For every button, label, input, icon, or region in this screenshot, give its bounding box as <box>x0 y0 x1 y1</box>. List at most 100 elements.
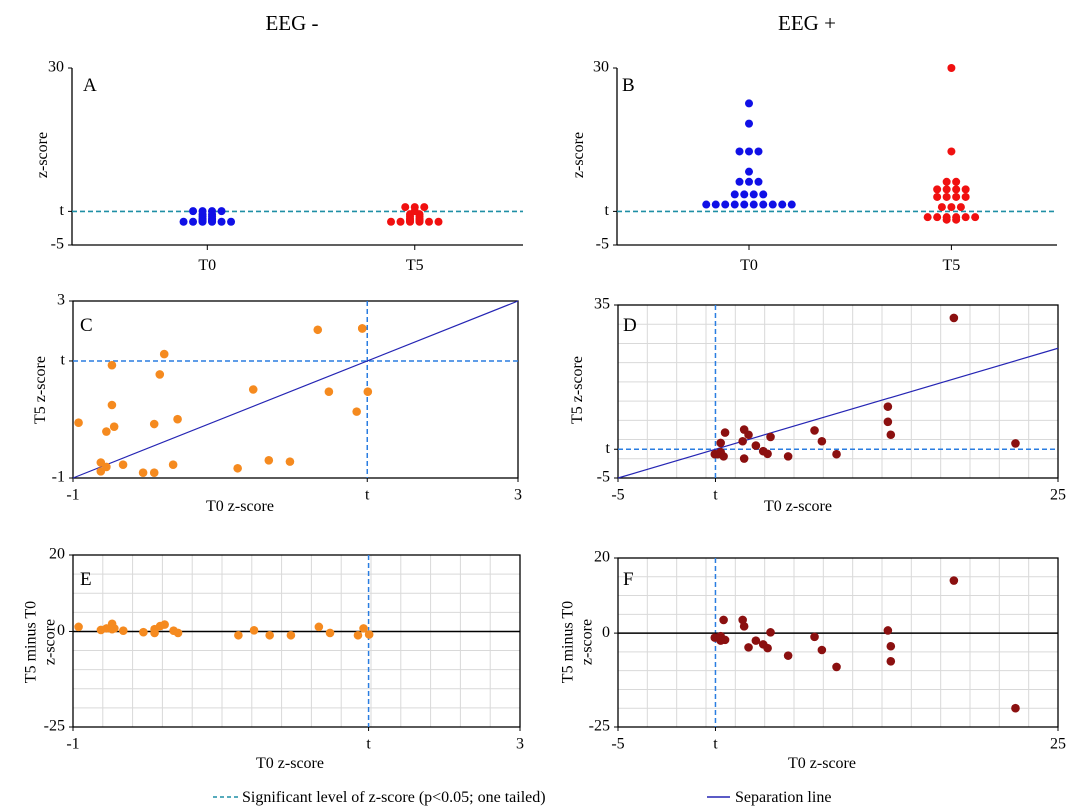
x-tick-label: -5 <box>611 487 624 504</box>
data-point <box>264 456 274 465</box>
data-point <box>817 436 827 446</box>
data-point-t0 <box>189 217 198 226</box>
data-point <box>716 438 725 448</box>
data-point-t0 <box>730 190 739 199</box>
data-point <box>149 468 159 477</box>
data-point <box>325 628 335 638</box>
data-point <box>886 641 896 651</box>
data-point-t5 <box>415 217 424 226</box>
data-point <box>810 632 819 642</box>
data-point <box>159 349 169 359</box>
panel-f: F 20 0 -25 T5 minus T0 z-score -5 t 25 T0 z-score <box>559 549 1066 772</box>
data-point <box>149 419 159 429</box>
data-point <box>883 402 893 411</box>
y-tick-label: -5 <box>596 236 609 253</box>
plot-frame <box>617 557 1059 728</box>
data-point-t5 <box>952 192 961 201</box>
data-point-t5 <box>410 203 419 212</box>
data-point-t5 <box>947 147 956 156</box>
data-point-t5 <box>956 203 965 212</box>
x-tick-label: -1 <box>66 736 79 753</box>
panel-letter: C <box>80 315 93 336</box>
y-axis-label: z-score <box>570 132 587 178</box>
x-tick-label: t <box>366 736 371 753</box>
data-point-t5 <box>401 203 410 212</box>
y-tick-label: 20 <box>49 546 65 563</box>
data-point-t0 <box>198 207 207 216</box>
data-point-t0 <box>754 177 763 186</box>
y-tick-label: 0 <box>57 622 65 639</box>
panel-c: C3t-1T5 z-score-1 t 3T0 z-score <box>32 292 522 515</box>
data-point-t0 <box>740 200 749 209</box>
data-point-t5 <box>942 185 951 194</box>
data-point-t5 <box>942 215 951 224</box>
data-point-t0 <box>754 147 763 156</box>
data-point <box>766 628 775 637</box>
panel-d: D 35 t -5 T5 z-score -5 t 25 T0 z-score <box>569 296 1066 515</box>
x-tick-label: t <box>713 736 718 753</box>
data-point-t0 <box>227 217 236 226</box>
data-point-t0 <box>749 200 758 209</box>
data-point <box>249 625 259 635</box>
legend-solid-label: Separation line <box>735 789 831 806</box>
data-point <box>173 628 183 638</box>
y-axis-label: T5 z-score <box>32 356 49 424</box>
data-point-t0 <box>745 177 753 186</box>
data-point <box>810 426 819 435</box>
data-point-t5 <box>942 177 951 186</box>
data-point-t5 <box>387 217 396 226</box>
x-tick-label: t <box>365 487 370 504</box>
data-point <box>168 460 178 470</box>
data-point <box>110 624 119 633</box>
y-tick-label: -25 <box>44 718 65 735</box>
y-tick-label: -5 <box>51 236 64 253</box>
data-point <box>107 400 117 410</box>
data-point <box>139 627 148 637</box>
y-axis-label-line: z-score <box>42 619 59 665</box>
data-point-t0 <box>735 147 744 156</box>
data-point <box>353 630 363 640</box>
data-point <box>1011 703 1020 713</box>
data-point-t5 <box>961 213 970 222</box>
data-point-t0 <box>702 200 711 209</box>
data-point-t5 <box>952 215 961 224</box>
data-point-t0 <box>179 217 188 226</box>
data-point-t5 <box>961 192 970 201</box>
data-point <box>109 422 119 431</box>
data-point <box>359 624 368 633</box>
data-point <box>744 643 753 652</box>
data-point <box>751 441 761 450</box>
x-axis-label: T0 z-score <box>206 498 274 515</box>
data-point <box>766 432 775 442</box>
data-point <box>720 635 730 645</box>
data-point-t0 <box>759 190 768 199</box>
y-tick-label: -1 <box>52 469 65 486</box>
data-point <box>783 651 793 660</box>
data-point-t0 <box>749 190 758 199</box>
x-axis-label: T0 z-score <box>764 498 832 515</box>
data-point <box>363 387 373 397</box>
data-point <box>719 452 728 461</box>
data-point <box>719 615 728 625</box>
x-tick-label: -5 <box>611 736 624 753</box>
y-tick-label: 3 <box>57 292 65 309</box>
legend: Significant level of z-score (p<0.05; on… <box>213 789 831 806</box>
data-point-t0 <box>711 200 720 209</box>
data-point <box>883 626 893 635</box>
y-tick-label: 0 <box>602 624 610 641</box>
y-axis-label: z-score <box>34 132 51 178</box>
data-point <box>352 407 361 416</box>
data-point <box>118 626 128 635</box>
y-axis-label-line: T5 minus T0 <box>22 601 39 683</box>
data-point <box>783 452 793 461</box>
data-point-t5 <box>942 192 951 201</box>
legend-dashed-label: Significant level of z-score (p<0.05; on… <box>242 789 546 806</box>
data-point <box>155 370 165 379</box>
panel-letter: F <box>623 569 634 590</box>
data-point-t0 <box>740 190 749 199</box>
data-point <box>160 620 169 629</box>
data-point-t5 <box>947 203 956 212</box>
data-point <box>102 427 111 436</box>
data-point-t0 <box>759 200 768 209</box>
